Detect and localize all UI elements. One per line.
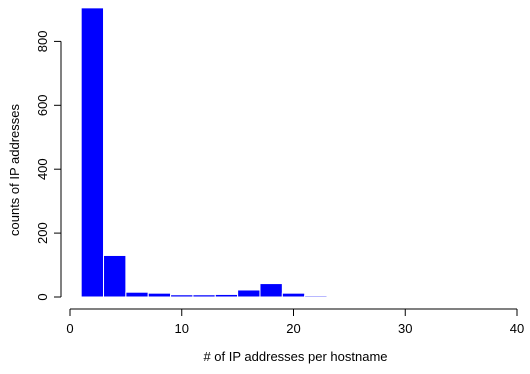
histogram-bar [80, 7, 105, 298]
y-tick-label: 0 [35, 293, 50, 300]
histogram-bar [505, 296, 529, 298]
histogram-bar [281, 292, 306, 298]
histogram-bar [170, 294, 194, 298]
x-tick-label: 10 [175, 321, 189, 336]
y-tick-label: 400 [35, 158, 50, 180]
histogram-bars [80, 7, 529, 298]
histogram-bar [482, 296, 507, 298]
x-axis-title: # of IP addresses per hostname [203, 349, 387, 364]
x-tick-label: 0 [66, 321, 73, 336]
y-axis-title: counts of IP addresses [7, 104, 22, 237]
y-tick-label: 600 [35, 94, 50, 116]
x-tick-label: 20 [286, 321, 300, 336]
histogram-bar [438, 295, 462, 298]
histogram-bar [393, 296, 417, 298]
y-tick-label: 800 [35, 31, 50, 53]
histogram-bar [326, 296, 350, 298]
histogram-bar [125, 291, 149, 298]
histogram-bar [348, 296, 373, 298]
y-tick-label: 200 [35, 222, 50, 244]
histogram-bar [259, 283, 283, 298]
histogram-bar [237, 289, 261, 298]
x-tick-label: 30 [398, 321, 412, 336]
histogram-bar [304, 295, 328, 298]
histogram-bar [460, 296, 484, 298]
x-tick-label: 40 [510, 321, 524, 336]
histogram-bar [147, 292, 172, 298]
histogram-bar [103, 254, 127, 298]
y-axis: 0 200 400 600 800 [35, 31, 62, 301]
x-axis: 0 10 20 30 40 [66, 308, 524, 336]
histogram-bar [192, 294, 216, 298]
histogram-bar [415, 296, 440, 298]
histogram-bar [214, 293, 239, 298]
histogram-bar [371, 296, 395, 298]
